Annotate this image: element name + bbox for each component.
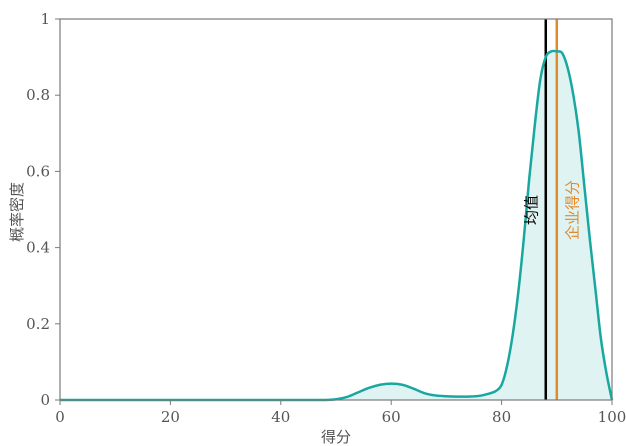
y-tick-label: 0.4 (26, 239, 50, 257)
x-axis-label: 得分 (321, 428, 351, 446)
x-tick-label: 40 (271, 408, 290, 426)
plot-area: 均值 企业得分 0 20 40 60 80 100 0 0.2 0.4 0.6 0.8 1 得分 概率密度 (8, 10, 626, 446)
y-tick-label: 1 (40, 10, 50, 28)
x-tick-label: 0 (55, 408, 65, 426)
x-tick-label: 60 (382, 408, 401, 426)
x-tick-label: 20 (161, 408, 180, 426)
y-tick-label: 0.6 (26, 162, 50, 180)
density-line (60, 49, 614, 402)
x-tick-label: 80 (492, 408, 511, 426)
vline-label-mean: 均值 (522, 195, 540, 225)
vline-label-company-score: 企业得分 (563, 180, 581, 240)
plot-frame (59, 18, 613, 401)
y-tick-label: 0.8 (26, 86, 50, 104)
y-tick-label: 0.2 (26, 315, 50, 333)
y-axis-label: 概率密度 (8, 182, 26, 242)
x-tick-label: 100 (598, 408, 626, 426)
y-tick-label: 0 (40, 391, 50, 409)
